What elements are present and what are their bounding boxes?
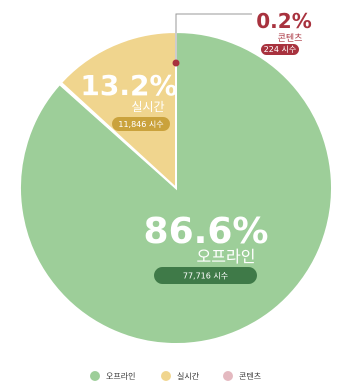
realtime-percent-label: 13.2% [80,69,177,102]
offline-name-label: 오프라인 [197,247,256,266]
content-count-pill [261,44,299,55]
content-label-group: 0.2% 콘텐츠 224 시수 [172,9,312,67]
realtime-count-label: 11,846 시수 [118,120,163,129]
legend-label-realtime: 실시간 [177,371,200,381]
content-percent-label: 0.2% [256,9,311,33]
offline-label-group: 86.6% 오프라인 77,716 시수 [144,211,269,284]
legend-label-offline: 오프라인 [106,371,135,381]
realtime-label-group: 13.2% 실시간 11,846 시수 [80,69,178,131]
content-leader-dot [172,59,180,67]
pie-slices [18,30,333,345]
legend-swatch-realtime [161,371,171,381]
offline-percent-label: 86.6% [144,211,269,252]
legend-swatch-content [223,371,233,381]
realtime-name-label: 실시간 [131,100,164,114]
legend: 오프라인 실시간 콘텐츠 [90,371,261,381]
legend-swatch-offline [90,371,100,381]
legend-label-content: 콘텐츠 [239,371,261,381]
offline-count-pill [154,267,257,284]
realtime-count-pill [112,117,170,131]
content-name-label: 콘텐츠 [278,33,303,44]
offline-count-label: 77,716 시수 [183,272,228,281]
content-count-label: 224 시수 [264,45,297,54]
pie-slice-realtime [59,30,177,191]
content-leader-line [175,13,252,62]
